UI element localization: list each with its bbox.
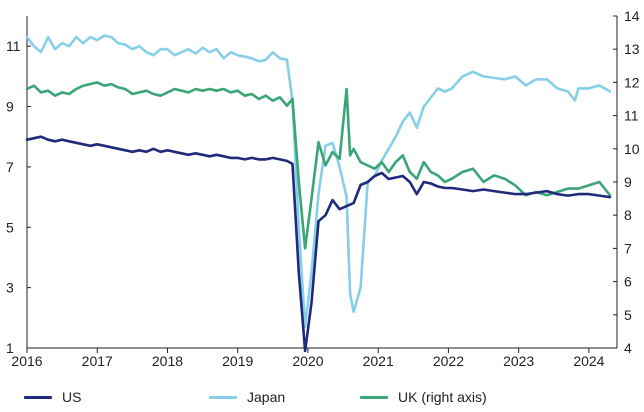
y-tick-label: 7 <box>6 159 14 175</box>
x-tick-label: 2019 <box>222 353 253 369</box>
legend-item-japan: Japan <box>209 386 285 408</box>
y2-tick-label: 4 <box>624 340 632 356</box>
legend-swatch-us <box>24 395 52 399</box>
y2-tick-label: 10 <box>624 141 640 157</box>
y2-tick-label: 13 <box>624 41 640 57</box>
x-tick-label: 2020 <box>292 353 323 369</box>
y2-tick-label: 11 <box>624 108 639 124</box>
x-tick-label: 2021 <box>363 353 394 369</box>
series-line-japan <box>25 34 612 329</box>
legend-swatch-japan <box>209 395 237 399</box>
y2-tick-label: 12 <box>624 74 640 90</box>
legend-label-uk: UK (right axis) <box>398 389 487 405</box>
y-axis-ticks: 1 3 5 7 9 11 <box>6 38 31 356</box>
chart-legend: US Japan UK (right axis) <box>0 386 644 408</box>
x-tick-label: 2018 <box>152 353 183 369</box>
legend-item-uk: UK (right axis) <box>360 386 487 408</box>
legend-swatch-uk <box>360 395 388 399</box>
x-tick-label: 2024 <box>573 353 604 369</box>
x-tick-label: 2022 <box>433 353 464 369</box>
y-tick-label: 9 <box>6 99 14 115</box>
y-tick-label: 5 <box>6 219 14 235</box>
y2-tick-label: 6 <box>624 274 632 290</box>
legend-label-japan: Japan <box>247 389 286 405</box>
y-tick-label: 11 <box>6 38 21 54</box>
y-tick-label: 1 <box>6 340 14 356</box>
y2-tick-label: 8 <box>624 207 632 223</box>
y2-tick-label: 9 <box>624 174 632 190</box>
y2-axis-ticks: 4 5 6 7 8 9 10 11 12 13 14 <box>613 8 640 356</box>
x-tick-label: 2023 <box>503 353 534 369</box>
chart-axes <box>26 16 618 349</box>
y2-tick-label: 14 <box>624 8 640 24</box>
x-tick-label: 2016 <box>11 353 42 369</box>
y-tick-label: 3 <box>6 280 14 296</box>
x-tick-label: 2017 <box>82 353 113 369</box>
chart-series-layer <box>25 34 612 353</box>
legend-item-us: US <box>24 386 81 408</box>
y2-tick-label: 5 <box>624 307 632 323</box>
series-line-uk <box>25 81 612 250</box>
x-axis-ticks: 2016 2017 2018 2019 2020 2021 2022 2023 2024 <box>11 348 605 369</box>
legend-label-us: US <box>62 389 82 405</box>
series-line-us <box>25 135 612 353</box>
y2-tick-label: 7 <box>624 240 632 256</box>
